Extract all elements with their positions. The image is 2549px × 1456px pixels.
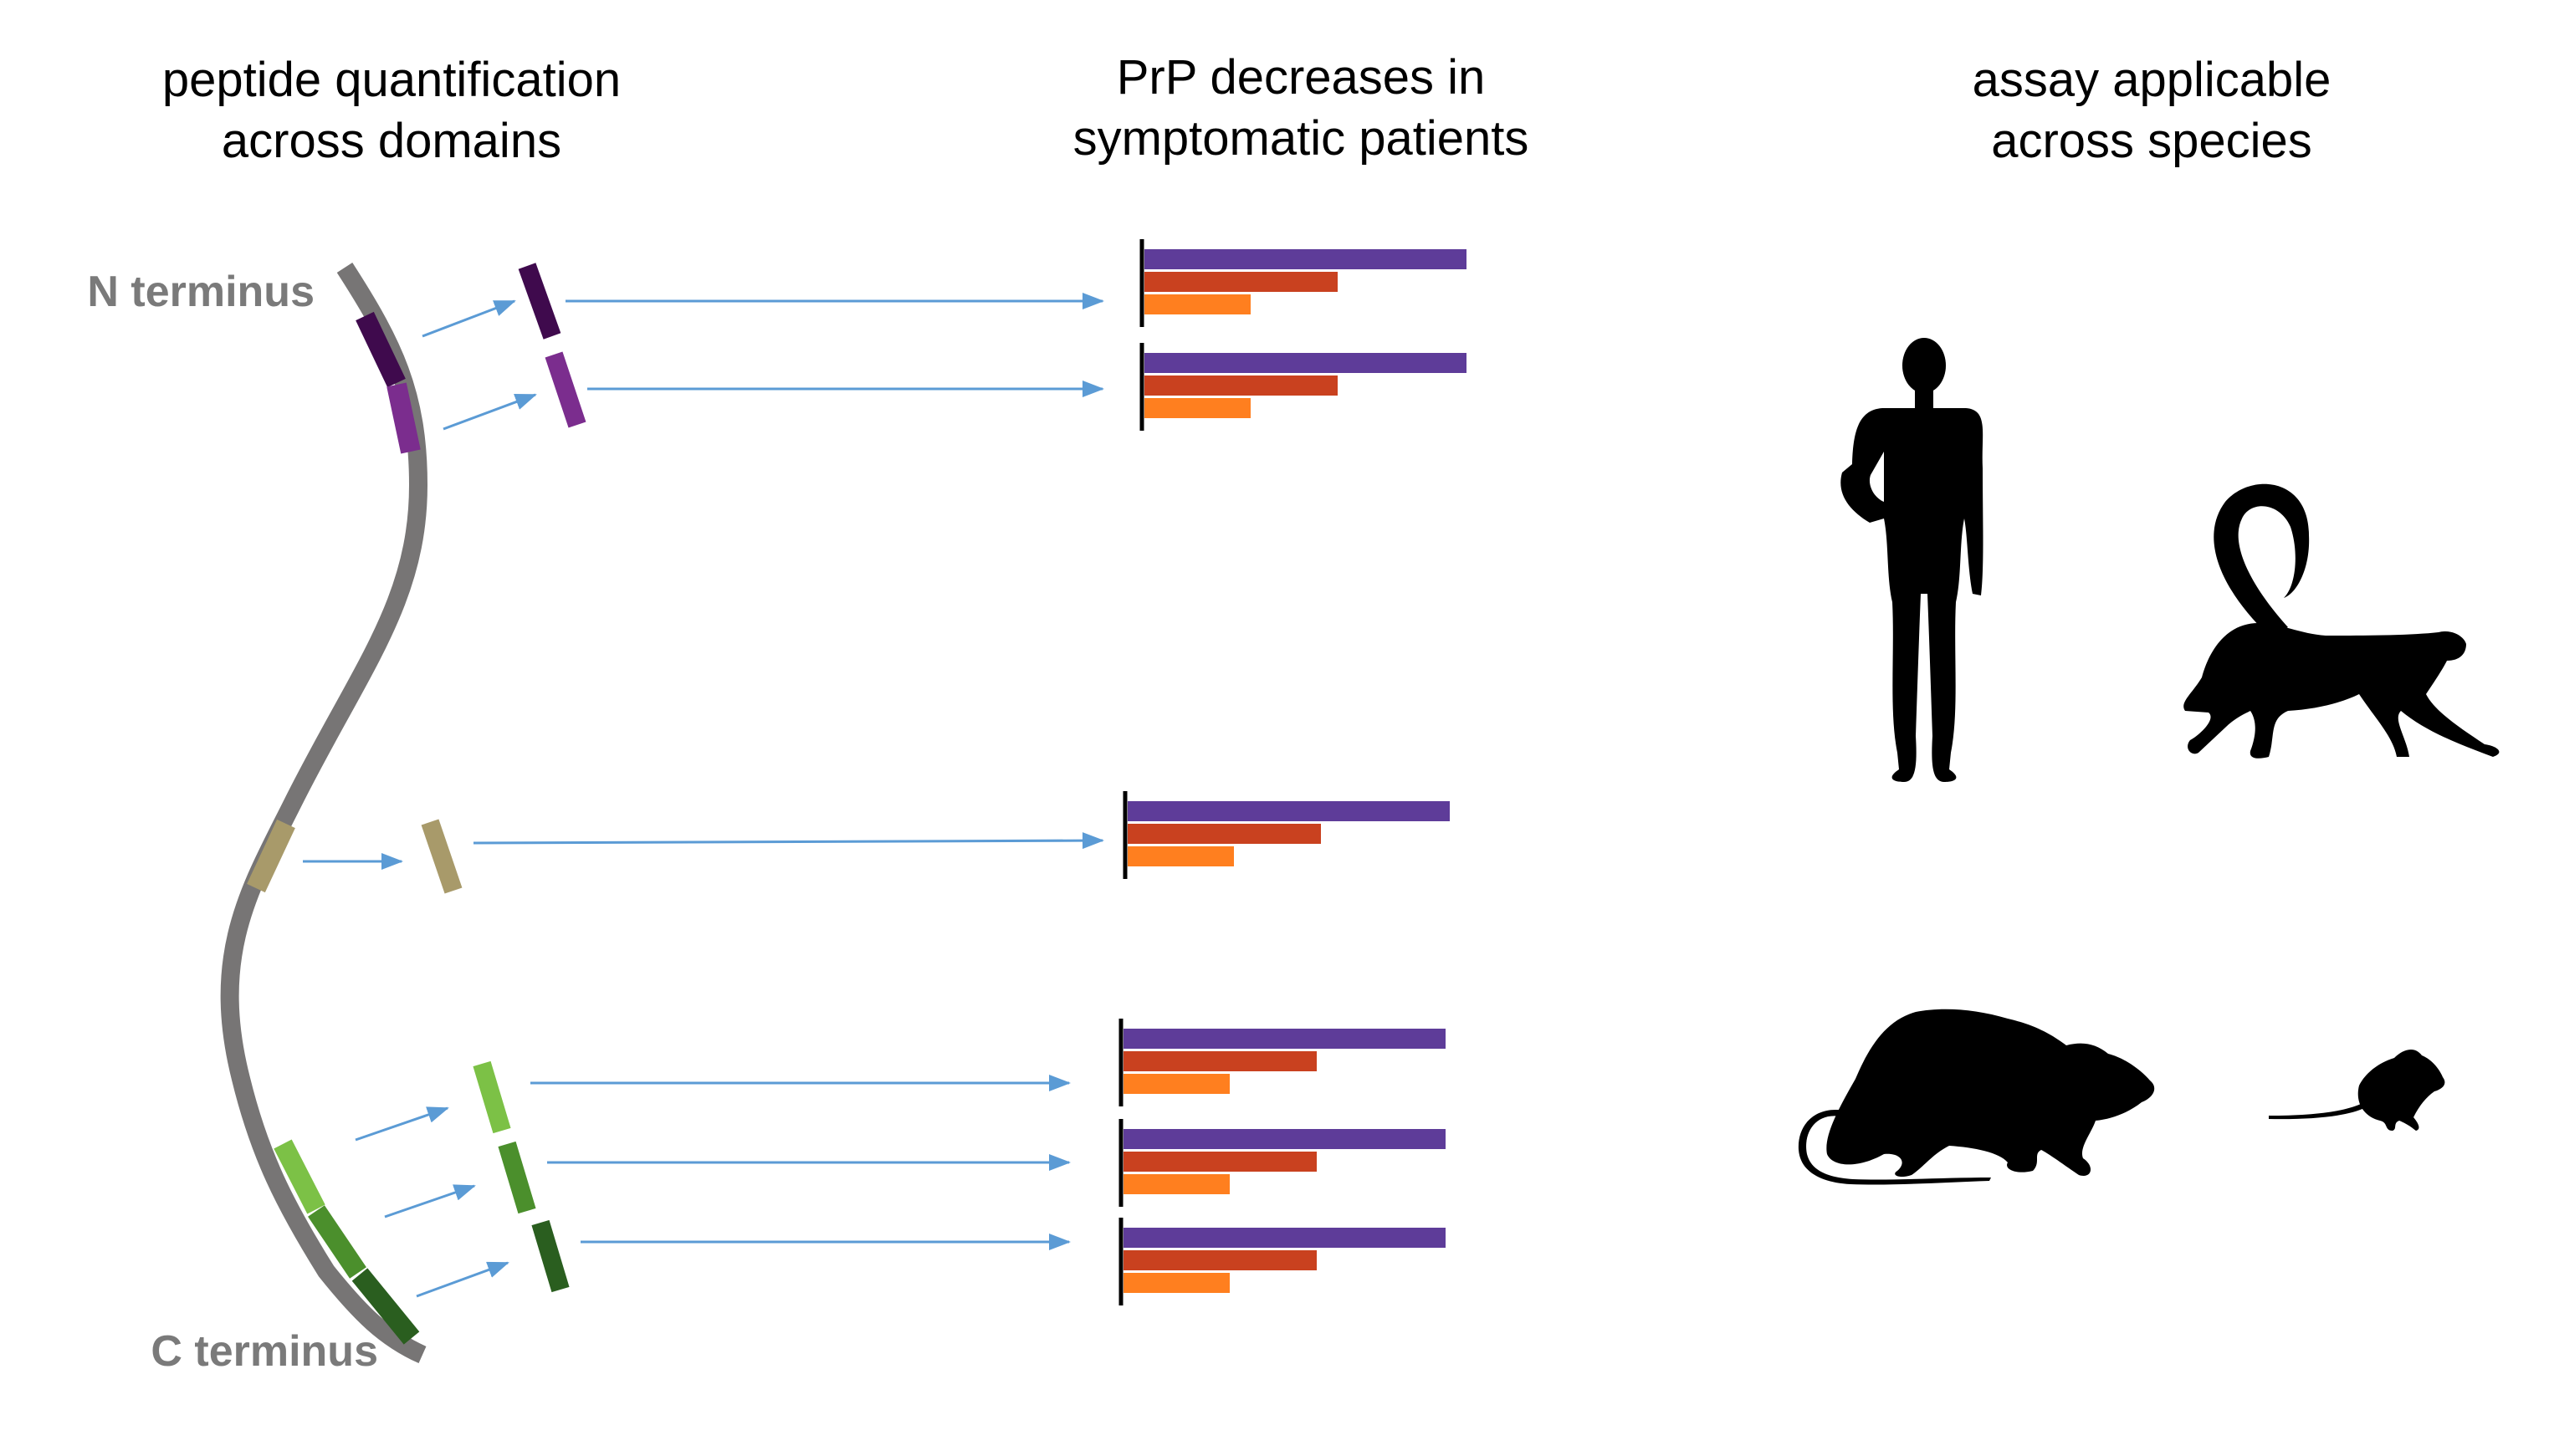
human-icon <box>1840 338 1983 782</box>
peptide-arrow-4 <box>355 1106 449 1142</box>
bar-4-3 <box>1124 1074 1230 1094</box>
bar-5-1 <box>1124 1129 1446 1149</box>
bar-4-1 <box>1124 1029 1446 1049</box>
peptide-2 <box>545 351 586 428</box>
mouse-icon <box>2269 1049 2445 1131</box>
bar-6-3 <box>1124 1273 1230 1293</box>
bar-group-3 <box>1123 791 1450 879</box>
bar-2-2 <box>1144 375 1338 396</box>
bar-2-3 <box>1144 398 1251 418</box>
bar-5-2 <box>1124 1152 1317 1172</box>
title-middle-line2: symptomatic patients <box>1073 111 1529 166</box>
bar-6-1 <box>1124 1228 1446 1248</box>
bar-1-3 <box>1144 294 1251 314</box>
backbone-domain-2 <box>386 382 421 454</box>
bar-3-3 <box>1128 846 1234 866</box>
peptide-1 <box>518 263 561 340</box>
bar-3-2 <box>1128 824 1321 844</box>
peptide-arrow-1 <box>422 299 516 338</box>
bar-6-2 <box>1124 1250 1317 1270</box>
bar-group-1 <box>1139 239 1466 327</box>
bar-2-1 <box>1144 353 1466 373</box>
bar-1-1 <box>1144 249 1466 269</box>
c-terminus-label: C terminus <box>151 1327 378 1376</box>
backbone-domain-4 <box>274 1139 325 1214</box>
bar-group-5 <box>1118 1119 1446 1207</box>
peptide-arrow-6 <box>416 1261 509 1298</box>
title-left-line1: peptide quantification <box>162 53 621 107</box>
title-middle-line1: PrP decreases in <box>1117 50 1486 105</box>
backbone-domain-6 <box>351 1268 420 1345</box>
n-terminus-label: N terminus <box>87 268 315 316</box>
monkey-icon <box>2183 483 2500 759</box>
peptide-arrow-2 <box>443 393 537 431</box>
rat-icon <box>1798 1009 2155 1185</box>
bar-group-2 <box>1139 343 1466 431</box>
bar-group-4 <box>1118 1019 1446 1106</box>
bar-groups <box>1118 239 1466 1305</box>
title-left-line2: across domains <box>222 114 561 168</box>
backbone-domain-1 <box>356 311 406 388</box>
peptide-3 <box>421 819 463 894</box>
protein-backbone <box>220 263 428 1364</box>
bar-group-6 <box>1118 1218 1446 1305</box>
peptide-4 <box>473 1060 511 1134</box>
title-right-line1: assay applicable <box>1973 53 2331 107</box>
title-right-line2: across species <box>1991 114 2312 168</box>
bar-3-1 <box>1128 801 1450 821</box>
bar-4-2 <box>1124 1051 1317 1071</box>
backbone-domain-3 <box>247 819 295 893</box>
peptide-arrow-5 <box>384 1184 476 1218</box>
peptide-5 <box>498 1141 536 1214</box>
long-arrow-3 <box>473 832 1104 850</box>
backbone-domain-5 <box>308 1205 366 1279</box>
peptide-6 <box>531 1219 570 1293</box>
bar-5-3 <box>1124 1174 1230 1194</box>
bar-1-2 <box>1144 272 1338 292</box>
